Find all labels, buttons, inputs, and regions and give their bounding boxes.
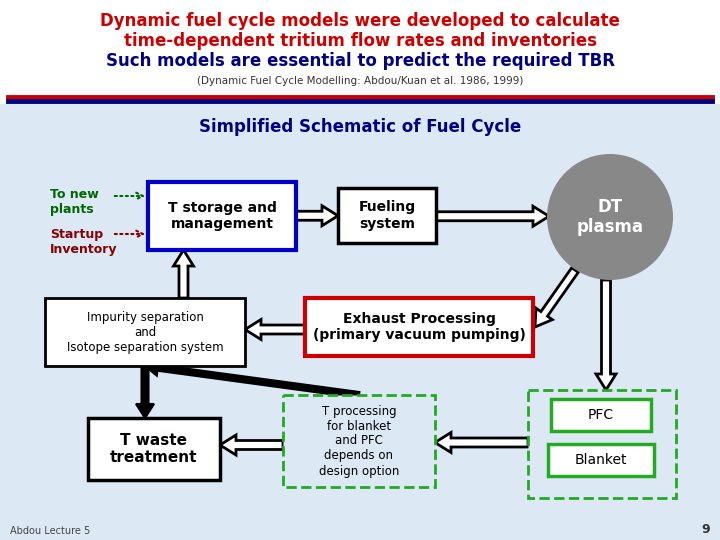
Polygon shape: [436, 206, 549, 226]
Bar: [0, 0, 720, 107]
Polygon shape: [245, 320, 305, 340]
Text: PFC: PFC: [588, 408, 614, 422]
Polygon shape: [596, 280, 616, 390]
Text: T waste
treatment: T waste treatment: [110, 433, 198, 465]
Bar: [0, 104, 720, 540]
Text: Such models are essential to predict the required TBR: Such models are essential to predict the…: [106, 52, 614, 70]
Text: DT
plasma: DT plasma: [577, 198, 644, 237]
Polygon shape: [220, 435, 283, 455]
Text: (Dynamic Fuel Cycle Modelling: Abdou/Kuan et al. 1986, 1999): (Dynamic Fuel Cycle Modelling: Abdou/Kua…: [197, 76, 523, 86]
Text: time-dependent tritium flow rates and inventories: time-dependent tritium flow rates and in…: [124, 32, 596, 50]
Text: T storage and
management: T storage and management: [168, 201, 276, 231]
Text: Abdou Lecture 5: Abdou Lecture 5: [10, 526, 90, 536]
Polygon shape: [145, 360, 359, 398]
Ellipse shape: [547, 154, 673, 280]
Bar: [305, 298, 533, 356]
Polygon shape: [435, 433, 528, 453]
Bar: [148, 182, 296, 250]
Bar: [551, 399, 651, 431]
Bar: [548, 444, 654, 476]
Text: Fueling
system: Fueling system: [359, 200, 415, 231]
Text: Exhaust Processing
(primary vacuum pumping): Exhaust Processing (primary vacuum pumpi…: [312, 312, 526, 342]
Bar: [338, 188, 436, 243]
Polygon shape: [136, 366, 154, 418]
Polygon shape: [296, 206, 338, 226]
Bar: [528, 390, 676, 498]
Text: 9: 9: [701, 523, 710, 536]
Text: Startup
Inventory: Startup Inventory: [50, 228, 117, 256]
Polygon shape: [535, 268, 578, 327]
Bar: [88, 418, 220, 480]
Text: Blanket: Blanket: [575, 453, 627, 467]
Text: To new
plants: To new plants: [50, 188, 99, 216]
Bar: [283, 395, 435, 487]
Text: Dynamic fuel cycle models were developed to calculate: Dynamic fuel cycle models were developed…: [100, 12, 620, 30]
Bar: [45, 298, 245, 366]
Text: Impurity separation
and
Isotope separation system: Impurity separation and Isotope separati…: [67, 310, 223, 354]
Polygon shape: [174, 250, 194, 298]
Text: Simplified Schematic of Fuel Cycle: Simplified Schematic of Fuel Cycle: [199, 118, 521, 136]
Text: T processing
for blanket
and PFC
depends on
design option: T processing for blanket and PFC depends…: [319, 404, 399, 477]
